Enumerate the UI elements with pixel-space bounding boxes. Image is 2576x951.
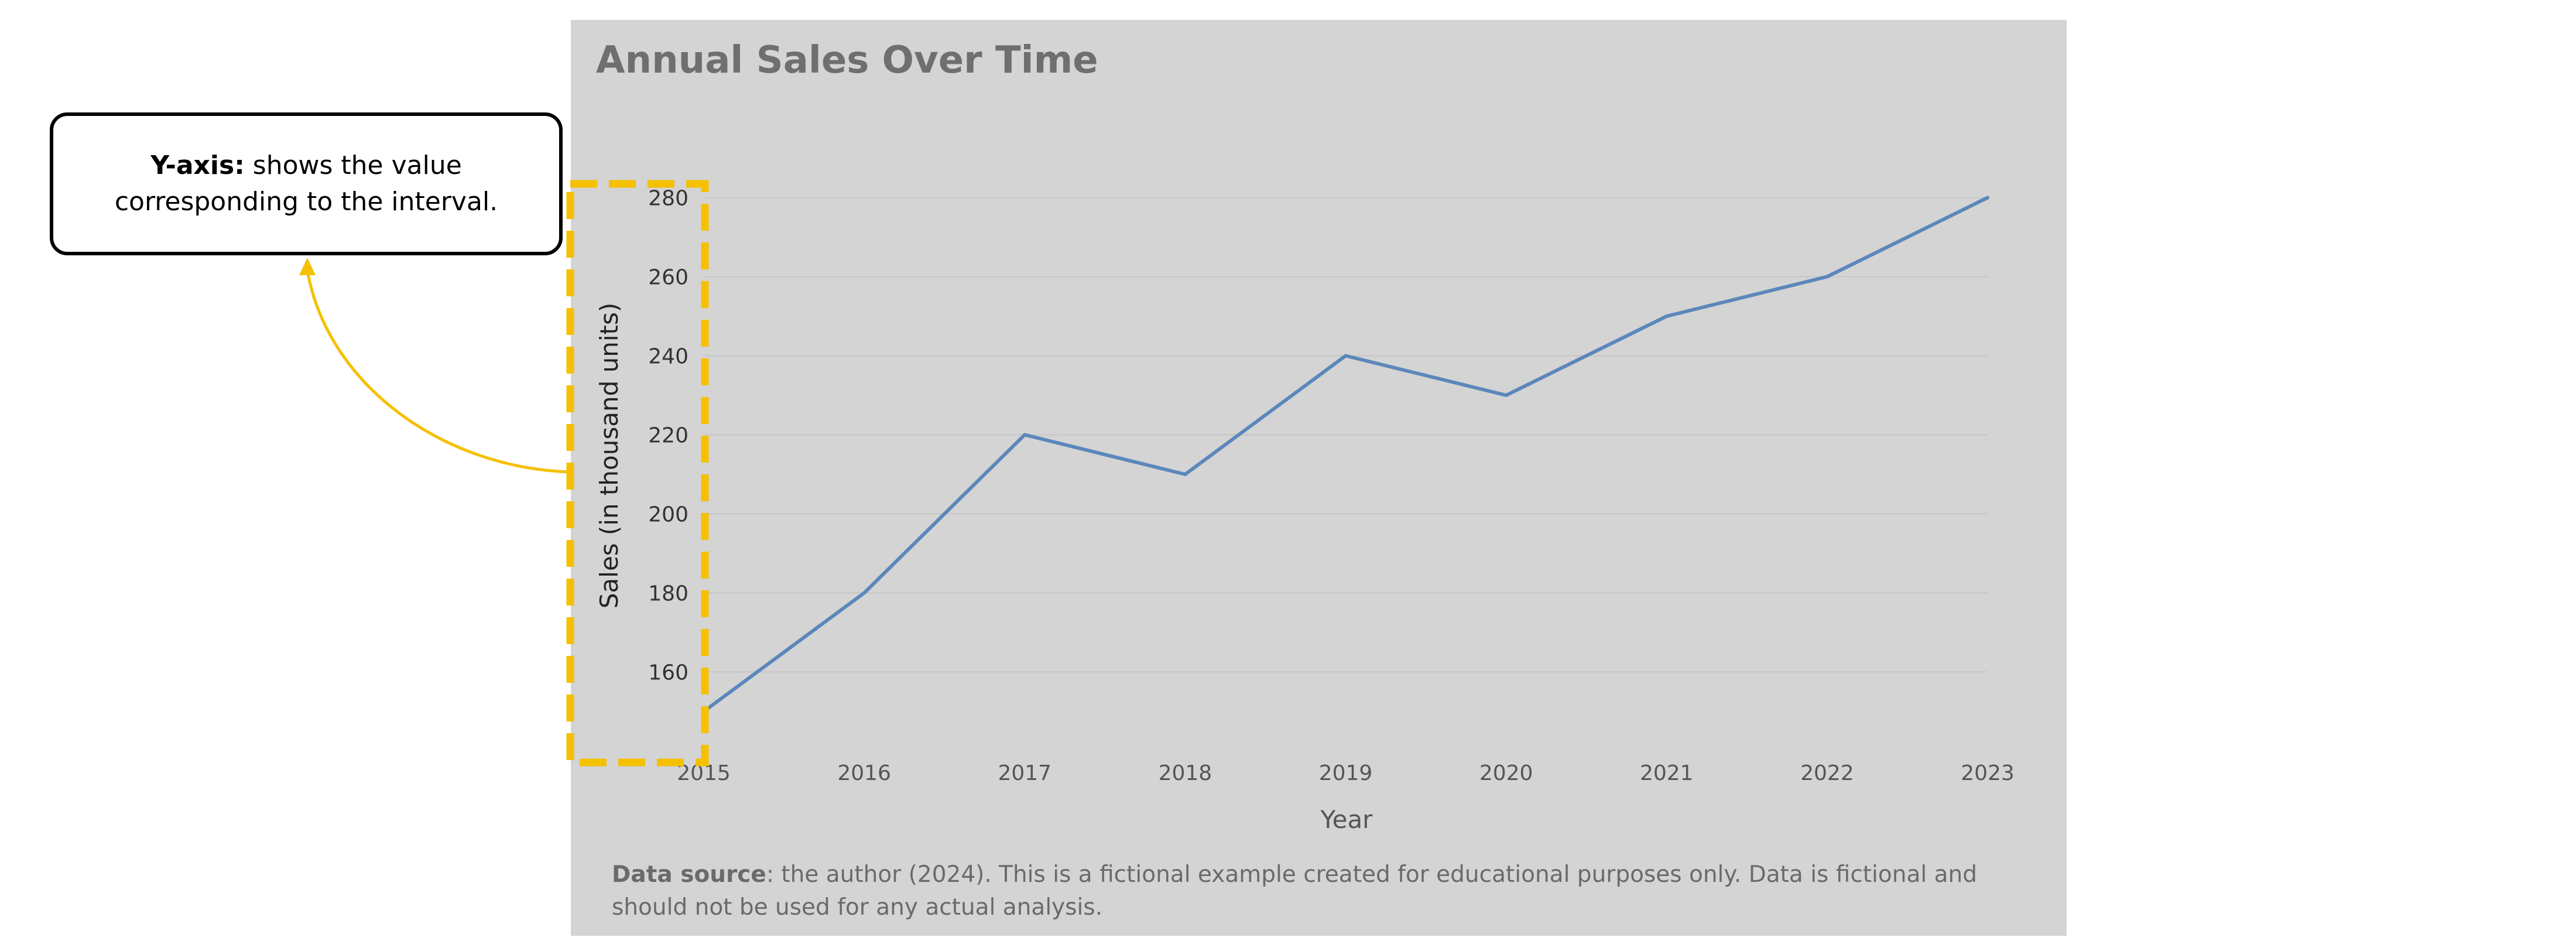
x-tick-label: 2019 — [1319, 761, 1373, 785]
data-source-note: Data source: the author (2024). This is … — [612, 858, 1993, 924]
y-tick-label: 180 — [648, 582, 688, 606]
y-axis-label: Sales (in thousand units) — [595, 303, 624, 608]
data-point — [862, 591, 866, 595]
x-tick-label: 2022 — [1800, 761, 1854, 785]
x-axis-label: Year — [1320, 805, 1373, 834]
y-tick-label: 280 — [648, 187, 688, 211]
data-source-label: Data source — [612, 861, 766, 888]
y-tick-labels: 160 180 200 220 240 260 280 — [648, 187, 688, 685]
series-sales — [702, 196, 1989, 713]
gridlines — [704, 197, 1988, 673]
y-tick-label: 160 — [648, 661, 688, 685]
x-tick-label: 2018 — [1159, 761, 1212, 785]
chart-title: Annual Sales Over Time — [596, 39, 1098, 82]
x-tick-label: 2021 — [1640, 761, 1694, 785]
data-point — [1023, 433, 1027, 437]
callout-text: shows the value corresponding to the int… — [114, 150, 498, 217]
y-axis-callout: Y-axis: shows the value corresponding to… — [50, 112, 563, 255]
y-tick-label: 200 — [648, 503, 688, 527]
data-point — [1825, 275, 1829, 279]
series-line — [703, 196, 1989, 713]
x-tick-label: 2017 — [998, 761, 1051, 785]
callout-bold-label: Y-axis: — [150, 150, 245, 180]
data-point — [1504, 394, 1508, 397]
data-point — [1986, 196, 1989, 200]
data-source-text: : the author (2024). This is a fictional… — [612, 861, 1977, 921]
x-tick-labels: 2015 2016 2017 2018 2019 2020 2021 2022 2023 — [677, 761, 2015, 785]
callout-arrow — [306, 270, 571, 474]
arrow-head-icon — [299, 258, 316, 275]
data-point — [1664, 314, 1669, 318]
x-tick-label: 2016 — [837, 761, 891, 785]
x-tick-label: 2023 — [1961, 761, 2015, 785]
y-tick-label: 240 — [648, 345, 688, 369]
data-point — [1344, 354, 1348, 358]
chart-panel — [571, 20, 2067, 936]
data-point — [1183, 473, 1187, 476]
y-tick-label: 220 — [648, 424, 688, 448]
y-tick-label: 260 — [648, 266, 688, 290]
x-tick-label: 2020 — [1479, 761, 1533, 785]
